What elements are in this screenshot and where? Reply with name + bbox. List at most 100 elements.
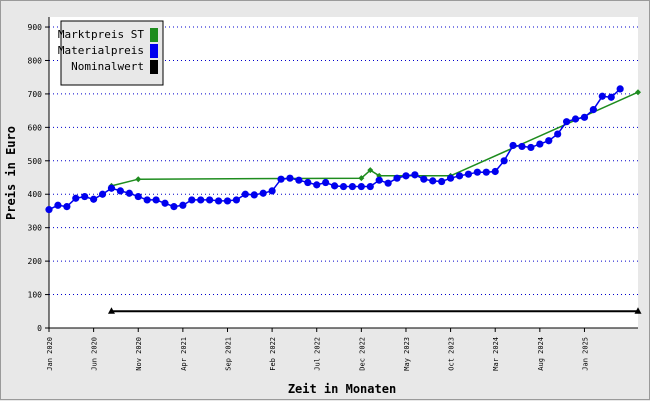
data-point (607, 93, 615, 101)
data-point (420, 175, 428, 183)
data-point (473, 168, 481, 176)
data-point (107, 184, 116, 192)
data-point (214, 197, 223, 205)
legend-label: Marktpreis ST (58, 28, 144, 41)
data-point (563, 118, 571, 126)
y-axis-title: Preis in Euro (4, 126, 18, 220)
data-point (295, 176, 303, 184)
data-point (313, 181, 321, 189)
data-point (54, 201, 62, 209)
data-point (518, 142, 526, 151)
legend: Marktpreis ST Materialpreis Nominalwert (58, 20, 164, 86)
data-point (438, 177, 446, 186)
data-point (446, 174, 455, 182)
y-tick-label: 200 (28, 257, 43, 266)
data-point (161, 199, 169, 207)
data-point (536, 140, 544, 148)
data-point (135, 176, 142, 183)
data-point (63, 203, 71, 211)
y-tick-label: 300 (28, 224, 43, 233)
data-point (330, 182, 339, 190)
data-point (241, 190, 249, 198)
data-point (286, 174, 294, 182)
data-point (223, 197, 232, 205)
y-tick-label: 0 (37, 324, 42, 333)
data-point (197, 196, 205, 204)
data-point (589, 106, 597, 114)
legend-swatch (150, 44, 158, 58)
data-point (339, 182, 348, 191)
data-point (402, 172, 410, 180)
data-point (81, 192, 89, 201)
data-point (232, 196, 241, 204)
x-axis-title: Zeit in Monaten (288, 382, 396, 396)
x-tick-label: Jan 2025 (581, 337, 589, 371)
legend-box (60, 20, 164, 86)
data-point (527, 143, 535, 152)
data-point (107, 307, 115, 314)
y-tick-label: 900 (28, 23, 43, 32)
data-point (125, 189, 133, 197)
data-point (98, 190, 107, 198)
data-point (580, 113, 589, 121)
data-point (90, 195, 98, 203)
series-materialpreis (45, 85, 624, 214)
data-point (143, 196, 151, 204)
data-point (277, 175, 285, 183)
legend-label: Nominalwert (71, 60, 144, 73)
data-point (134, 192, 142, 201)
data-point (250, 191, 258, 199)
legend-item: Materialpreis (58, 44, 158, 58)
data-point (455, 172, 464, 180)
x-tick-label: Aug 2024 (537, 337, 545, 371)
data-point (72, 194, 80, 202)
x-tick-label: Jan 2020 (46, 337, 54, 371)
x-tick-label: Dec 2022 (358, 337, 366, 371)
x-tick-label: May 2023 (403, 337, 411, 371)
y-tick-label: 600 (28, 123, 43, 132)
legend-label: Materialpreis (58, 44, 144, 57)
data-point (188, 196, 196, 204)
data-point (571, 115, 580, 123)
legend-swatch (150, 60, 158, 74)
data-point (554, 130, 562, 138)
data-point (598, 92, 606, 100)
legend-item: Marktpreis ST (58, 28, 158, 42)
data-point (634, 307, 642, 314)
y-tick-label: 400 (28, 190, 43, 199)
data-point (357, 182, 365, 191)
data-point (206, 196, 214, 204)
data-point (509, 141, 517, 150)
y-tick-label: 100 (28, 291, 43, 300)
data-point (545, 137, 553, 145)
data-point (384, 179, 392, 187)
data-point (464, 170, 473, 178)
data-point (635, 89, 641, 96)
data-point (348, 182, 357, 191)
data-point (259, 189, 267, 197)
data-point (358, 175, 365, 182)
data-point (116, 187, 124, 195)
data-point (429, 177, 437, 185)
data-point (500, 157, 508, 165)
data-point (411, 171, 419, 179)
legend-item: Nominalwert (71, 60, 158, 74)
y-tick-label: 500 (28, 157, 43, 166)
data-point (322, 178, 330, 187)
data-point (179, 201, 187, 209)
x-tick-label: Jun 2020 (91, 337, 99, 371)
data-point (491, 167, 499, 176)
data-point (152, 196, 160, 204)
data-point (304, 178, 312, 187)
data-point (170, 203, 178, 211)
x-tick-label: Jul 2022 (314, 337, 322, 371)
data-point (375, 176, 383, 184)
x-tick-label: Mar 2024 (492, 337, 500, 371)
data-point (367, 167, 374, 174)
data-point (482, 168, 490, 176)
data-point (268, 187, 276, 195)
data-point (366, 182, 374, 191)
x-tick-label: Apr 2021 (180, 337, 188, 371)
